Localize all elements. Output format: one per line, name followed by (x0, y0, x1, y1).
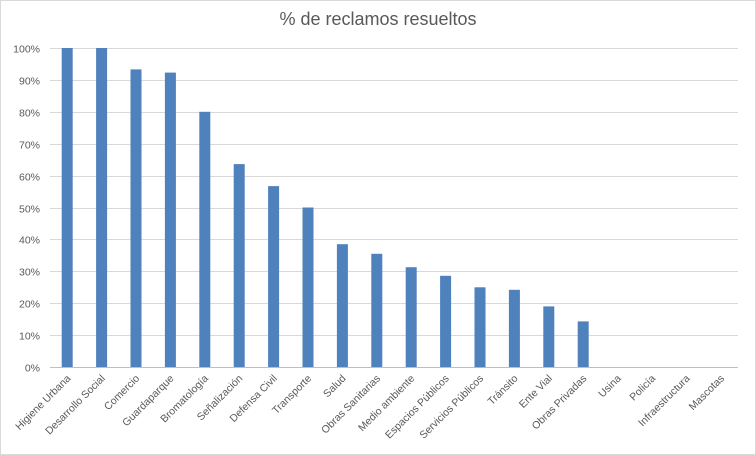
y-tick-label: 70% (19, 140, 40, 152)
bar (474, 287, 486, 368)
bar (96, 48, 108, 367)
bar (130, 69, 142, 368)
x-tick-label: Usina (596, 373, 624, 401)
gridlines (50, 48, 738, 368)
bar (405, 267, 417, 367)
bar (199, 111, 211, 367)
y-tick-label: 40% (19, 235, 40, 247)
bar (233, 164, 245, 367)
bar (371, 253, 383, 367)
bar (268, 186, 280, 367)
y-tick-label: 80% (19, 108, 40, 120)
y-tick-label: 90% (19, 76, 40, 88)
x-tick-label: Mascotas (687, 373, 727, 413)
x-tick-label: Obras Sanitarias (319, 373, 383, 437)
y-tick-label: 60% (19, 172, 40, 184)
y-tick-label: 100% (13, 44, 40, 56)
bar (508, 289, 520, 367)
y-tick-label: 10% (19, 331, 40, 343)
y-tick-label: 50% (19, 204, 40, 216)
x-tick-label: Tránsito (485, 373, 520, 408)
bar (302, 207, 314, 367)
x-tick-label: Servicios Públicos (417, 373, 486, 442)
bar (440, 275, 452, 367)
y-tick-label: 30% (19, 267, 40, 279)
y-tick-label: 0% (25, 363, 40, 375)
bars (61, 48, 589, 368)
y-tick-label: 20% (19, 299, 40, 311)
bar (164, 72, 176, 367)
chart-title: % de reclamos resueltos (279, 9, 477, 29)
x-tick-label: Policía (627, 373, 658, 404)
y-axis-tick-labels: 0% 10% 20% 30% 40% 50% 60% 70% 80% 90% 100% (13, 44, 40, 375)
x-tick-label: Desarrollo Social (43, 373, 108, 438)
bar (577, 321, 589, 367)
bar (543, 306, 555, 367)
bar (61, 48, 73, 367)
bar (336, 244, 348, 367)
x-tick-label: Salud (321, 373, 349, 401)
x-tick-label: Espacios Públicos (383, 373, 452, 442)
